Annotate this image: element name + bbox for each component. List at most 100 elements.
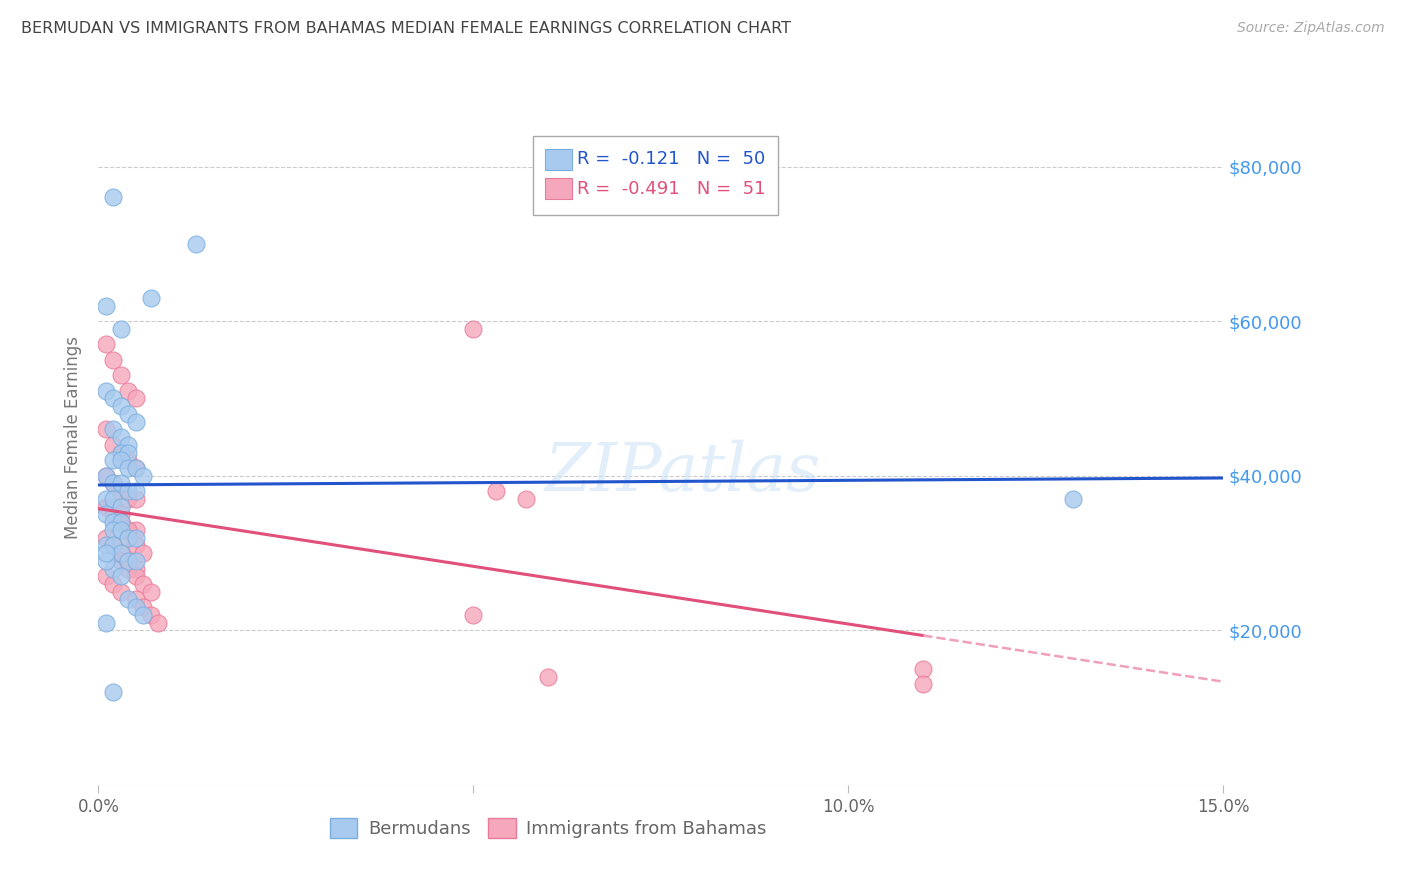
Point <box>103 453 125 467</box>
Text: ZIPatlas: ZIPatlas <box>546 439 821 505</box>
Point <box>132 468 155 483</box>
Point <box>94 508 117 522</box>
Point <box>117 531 139 545</box>
Point <box>110 515 132 529</box>
Point <box>103 352 125 367</box>
Point <box>125 531 148 545</box>
Point <box>117 531 139 545</box>
Point <box>125 569 148 583</box>
Point <box>110 515 132 529</box>
Point <box>912 677 935 691</box>
Point <box>103 392 125 406</box>
Point <box>103 685 125 699</box>
Point <box>110 515 132 529</box>
Text: BERMUDAN VS IMMIGRANTS FROM BAHAMAS MEDIAN FEMALE EARNINGS CORRELATION CHART: BERMUDAN VS IMMIGRANTS FROM BAHAMAS MEDI… <box>21 21 792 36</box>
Point <box>117 453 139 467</box>
Point <box>103 538 125 552</box>
Point <box>139 607 162 622</box>
Point <box>110 500 132 514</box>
Point <box>110 368 132 383</box>
Point <box>103 491 125 506</box>
Point <box>132 577 155 591</box>
Point <box>94 337 117 351</box>
Point <box>148 615 170 630</box>
Point <box>110 453 132 467</box>
Point <box>117 523 139 537</box>
Point <box>103 190 125 204</box>
Point <box>103 422 125 436</box>
Point <box>117 592 139 607</box>
Point <box>117 561 139 575</box>
Point <box>117 523 139 537</box>
Point <box>110 445 132 459</box>
Point <box>94 468 117 483</box>
Point <box>110 399 132 413</box>
Point <box>463 607 485 622</box>
Point <box>125 561 148 575</box>
Point <box>103 438 125 452</box>
Point <box>110 546 132 560</box>
Point <box>537 670 560 684</box>
Point <box>110 476 132 491</box>
Text: R =  -0.491   N =  51: R = -0.491 N = 51 <box>576 180 765 198</box>
Point <box>485 484 508 499</box>
Point <box>125 491 148 506</box>
Point <box>117 491 139 506</box>
Point <box>110 569 132 583</box>
Point <box>94 422 117 436</box>
Point <box>125 415 148 429</box>
Point <box>117 438 139 452</box>
Point <box>103 577 125 591</box>
Point <box>103 561 125 575</box>
Point <box>125 592 148 607</box>
Point <box>94 615 117 630</box>
Point <box>94 569 117 583</box>
Point <box>103 500 125 514</box>
Point <box>117 484 139 499</box>
Point <box>103 538 125 552</box>
Point <box>110 546 132 560</box>
Point <box>94 554 117 568</box>
Point <box>125 461 148 475</box>
Point <box>125 600 148 615</box>
Point <box>184 236 207 251</box>
Point <box>103 476 125 491</box>
Point <box>110 508 132 522</box>
Point <box>110 322 132 336</box>
Point <box>94 538 117 552</box>
Point <box>103 523 125 537</box>
Point <box>132 546 155 560</box>
Point <box>94 384 117 398</box>
Point <box>110 584 132 599</box>
Point <box>103 476 125 491</box>
Point <box>103 508 125 522</box>
Point <box>125 461 148 475</box>
Point <box>515 491 537 506</box>
Text: R =  -0.121   N =  50: R = -0.121 N = 50 <box>576 150 765 169</box>
Point <box>94 491 117 506</box>
Y-axis label: Median Female Earnings: Median Female Earnings <box>65 335 83 539</box>
Point <box>125 538 148 552</box>
Point <box>94 531 117 545</box>
Point <box>117 461 139 475</box>
Point <box>132 600 155 615</box>
Point <box>125 523 148 537</box>
Point <box>1062 491 1084 506</box>
Point <box>94 468 117 483</box>
Point <box>110 484 132 499</box>
Point <box>110 445 132 459</box>
Point <box>463 322 485 336</box>
Point <box>132 607 155 622</box>
Point <box>117 554 139 568</box>
Point <box>125 554 148 568</box>
Point <box>94 500 117 514</box>
Legend: Bermudans, Immigrants from Bahamas: Bermudans, Immigrants from Bahamas <box>322 811 775 846</box>
Point <box>94 299 117 313</box>
Point <box>110 430 132 444</box>
Point <box>117 445 139 459</box>
Point <box>912 662 935 676</box>
Point <box>117 384 139 398</box>
Point <box>139 584 162 599</box>
Text: Source: ZipAtlas.com: Source: ZipAtlas.com <box>1237 21 1385 35</box>
Point <box>125 484 148 499</box>
